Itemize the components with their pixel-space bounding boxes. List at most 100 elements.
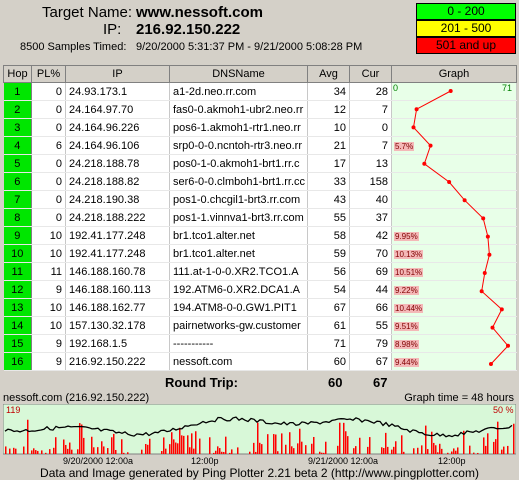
loss-bar <box>165 448 167 454</box>
loss-bar <box>115 449 117 454</box>
loss-bar <box>297 443 299 454</box>
hop-row[interactable]: 14 10 157.130.32.178 pairnetworks-gw.custom… <box>3 316 517 335</box>
hop-row[interactable]: 4 6 24.164.96.106 srp0-0-0.ncntoh-rtr3.neo.… <box>3 136 517 155</box>
loss-bar <box>367 446 369 454</box>
packet-loss: 9 <box>31 280 66 299</box>
hop-cur: 79 <box>349 334 392 353</box>
loss-bar <box>253 442 255 454</box>
hop-row[interactable]: 5 0 24.218.188.78 pos0-1-0.akmoh1-brt1.rr.c… <box>3 154 517 173</box>
loss-bar <box>339 422 341 454</box>
hop-number: 13 <box>3 298 32 317</box>
hop-avg: 54 <box>307 280 350 299</box>
time-graph-plot: 119 50 % 9/20/2000 12:00a 12:00p 9/21/20… <box>3 404 516 466</box>
loss-bar <box>101 441 103 454</box>
loss-bar <box>319 451 321 454</box>
hop-row[interactable]: 2 0 24.164.97.70 fas0-0.akmoh1-ubr2.neo.rr 1… <box>3 100 517 119</box>
loss-bar <box>413 448 415 454</box>
loss-bar <box>289 432 291 454</box>
hop-graph-cell <box>391 82 517 101</box>
hop-row[interactable]: 6 0 24.218.188.82 ser6-0-0.clmboh1-brt1.rr.… <box>3 172 517 191</box>
loss-bar <box>441 448 443 454</box>
loss-bar <box>223 451 225 454</box>
loss-bar <box>457 447 459 454</box>
loss-bar <box>23 446 25 454</box>
loss-bar <box>225 436 227 454</box>
hop-number: 1 <box>3 82 32 101</box>
round-trip-avg: 60 <box>328 375 343 390</box>
col-hop[interactable]: Hop <box>3 65 32 83</box>
hop-avg: 33 <box>307 172 350 191</box>
hop-ip: 24.218.190.38 <box>65 190 170 209</box>
hop-dnsname: ----------- <box>169 334 308 353</box>
hop-dnsname: ser6-0-0.clmboh1-brt1.rr.cc <box>169 172 308 191</box>
packet-loss: 0 <box>31 118 66 137</box>
loss-bar <box>27 419 29 454</box>
hop-row[interactable]: 3 0 24.164.96.226 pos6-1.akmoh1-rtr1.neo.rr… <box>3 118 517 137</box>
latency-point <box>488 362 493 366</box>
packet-loss-bars <box>5 419 515 454</box>
loss-bar <box>53 447 55 454</box>
loss-bar <box>67 448 69 454</box>
col-ip[interactable]: IP <box>65 65 170 83</box>
latency-point <box>448 89 453 93</box>
loss-bar <box>259 442 261 454</box>
hop-row[interactable]: 16 9 216.92.150.222 nessoft.com 60 67 9.44% <box>3 352 517 371</box>
hop-dnsname: fas0-0.akmoh1-ubr2.neo.rr <box>169 100 308 119</box>
latency-point <box>506 343 510 348</box>
hop-graph-cell <box>391 118 517 137</box>
loss-bar <box>191 433 193 454</box>
hop-avg: 60 <box>307 352 350 371</box>
latency-point <box>490 325 495 330</box>
hop-row[interactable]: 12 9 146.188.160.113 192.ATM6-0.XR2.DCA1.A 5… <box>3 280 517 299</box>
hop-row[interactable]: 10 10 192.41.177.248 br1.tco1.alter.net 59 70… <box>3 244 517 263</box>
hop-row[interactable]: 7 0 24.218.190.38 pos1-0.chcgil1-brt3.rr.co… <box>3 190 517 209</box>
hop-avg: 43 <box>307 190 350 209</box>
col-dnsname[interactable]: DNSName <box>169 65 308 83</box>
hop-ip: 146.188.162.77 <box>65 298 170 317</box>
hop-ip: 24.218.188.78 <box>65 154 170 173</box>
samples-label: 8500 Samples Timed: <box>20 41 127 53</box>
hop-avg: 59 <box>307 244 350 263</box>
hop-graph-cell: 10.44% <box>391 298 517 317</box>
loss-bar <box>93 447 95 454</box>
loss-bar <box>473 452 475 454</box>
hop-dnsname: pos1-0.chcgil1-brt3.rr.com <box>169 190 308 209</box>
packet-loss-bar: 9.51% <box>394 321 419 331</box>
col-avg[interactable]: Avg <box>307 65 350 83</box>
loss-bar <box>313 436 315 454</box>
hop-ip: 24.93.173.1 <box>65 82 170 101</box>
hop-row[interactable]: 13 10 146.188.162.77 194.ATM8-0-0.GW1.PIT1 6… <box>3 298 517 317</box>
col-graph[interactable]: Graph <box>391 65 517 83</box>
loss-bar <box>355 446 357 454</box>
loss-bar <box>393 446 395 454</box>
loss-bar <box>455 450 457 454</box>
loss-bar <box>275 434 277 454</box>
hop-graph-cell <box>391 208 517 227</box>
loss-bar <box>177 443 179 454</box>
hop-ip: 192.168.1.5 <box>65 334 170 353</box>
col-pl[interactable]: PL% <box>31 65 66 83</box>
hop-row[interactable]: 9 10 192.41.177.248 br1.tco1.alter.net 58 42 9… <box>3 226 517 245</box>
loss-bar <box>291 446 293 454</box>
hop-row[interactable]: 15 9 192.168.1.5 ----------- 71 79 8.98% <box>3 334 517 353</box>
hop-number: 9 <box>3 226 32 245</box>
hop-ip: 24.164.97.70 <box>65 100 170 119</box>
hop-dnsname: pos0-1-0.akmoh1-brt1.rr.c <box>169 154 308 173</box>
hop-row[interactable]: 8 0 24.218.188.222 pos1-1.vinnva1-brt3.rr.c… <box>3 208 517 227</box>
hop-cur: 0 <box>349 118 392 137</box>
hop-ip: 192.41.177.248 <box>65 244 170 263</box>
col-cur[interactable]: Cur <box>349 65 392 83</box>
loss-bar <box>79 423 81 454</box>
hop-row[interactable]: 1 0 24.93.173.1 a1-2d.neo.rr.com 34 28 <box>3 82 517 101</box>
loss-bar <box>113 433 115 454</box>
loss-bar <box>439 443 441 454</box>
hop-row[interactable]: 11 11 146.188.160.78 111.at-1-0-0.XR2.TCO1.… <box>3 262 517 281</box>
loss-bar <box>249 451 251 454</box>
hop-cur: 67 <box>349 352 392 371</box>
hop-graph-cell <box>391 100 517 119</box>
packet-loss-bar: 10.51% <box>394 267 424 277</box>
loss-bar <box>391 449 393 454</box>
loss-bar <box>5 446 7 454</box>
hop-dnsname: br1.tco1.alter.net <box>169 244 308 263</box>
loss-bar <box>267 434 269 454</box>
